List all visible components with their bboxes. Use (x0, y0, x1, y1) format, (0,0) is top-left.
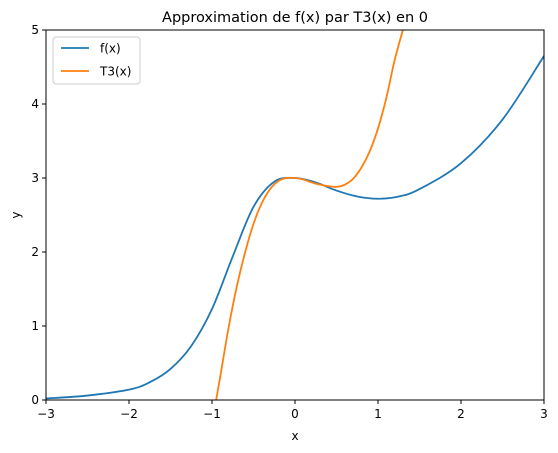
x-tick-label: −2 (120, 407, 138, 421)
y-tick-label: 5 (31, 23, 39, 37)
legend-label-f: f(x) (100, 42, 121, 56)
x-axis-label: x (291, 429, 298, 443)
y-axis: 0 1 2 3 4 5 (31, 23, 46, 407)
legend: f(x) T3(x) (52, 36, 141, 85)
x-tick-label: −3 (37, 407, 55, 421)
x-tick-label: 2 (457, 407, 465, 421)
y-tick-label: 1 (31, 319, 39, 333)
x-axis: −3 −2 −1 0 1 2 3 (37, 400, 548, 421)
series-layer (46, 30, 544, 400)
y-tick-label: 2 (31, 245, 39, 259)
x-tick-label: 3 (540, 407, 548, 421)
y-tick-label: 3 (31, 171, 39, 185)
plot-frame (45, 29, 545, 401)
series-line-t3 (215, 30, 404, 400)
x-tick-label: −1 (203, 407, 221, 421)
series-line-f (46, 55, 544, 400)
chart-title: Approximation de f(x) par T3(x) en 0 (162, 10, 428, 26)
y-tick-label: 4 (31, 97, 39, 111)
x-tick-label: 1 (374, 407, 382, 421)
legend-label-t3: T3(x) (99, 65, 131, 79)
x-tick-label: 0 (291, 407, 299, 421)
y-tick-label: 0 (31, 393, 39, 407)
y-axis-label: y (9, 211, 23, 218)
